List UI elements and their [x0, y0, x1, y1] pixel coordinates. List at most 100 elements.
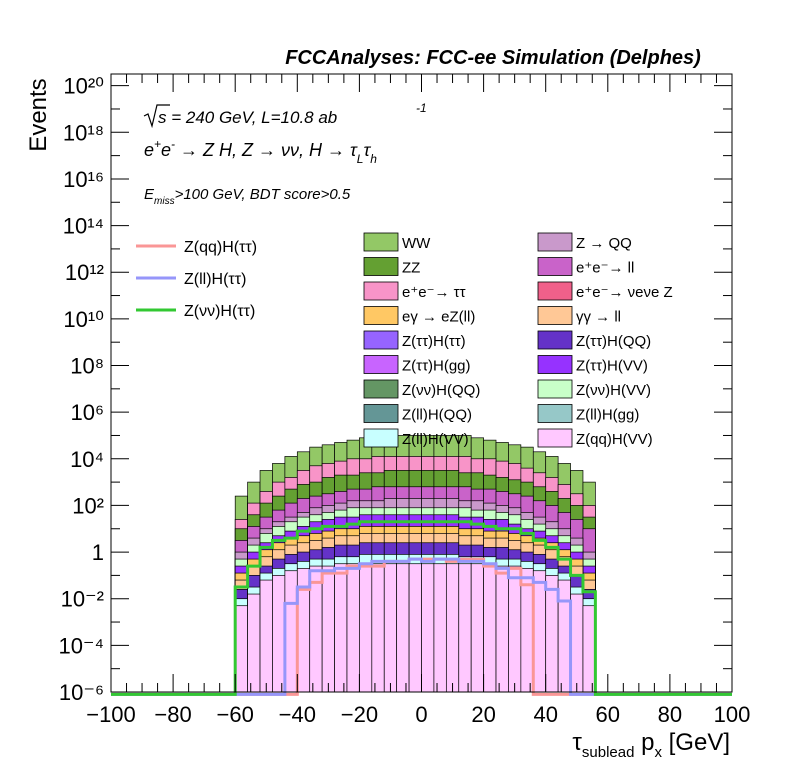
y-tick-label: 10²⁰ [63, 74, 104, 99]
legend-label: e⁺e⁻→ ττ [402, 284, 466, 301]
lumi-exponent: -1 [416, 101, 427, 115]
legend-swatch [537, 355, 573, 374]
bar-z-qq-h-vv--21 [483, 563, 497, 693]
bar-z-qq-h-vv--3 [259, 579, 273, 693]
legend-swatch [363, 379, 399, 399]
legend-label: Z(ττ)H(QQ) [576, 333, 651, 350]
bar-z-qq-h-vv--15 [408, 563, 422, 693]
bar-z-qq-h-vv--8 [321, 565, 335, 693]
y-tick-label: 10¹⁶ [63, 167, 104, 192]
x-tick-label: 40 [533, 702, 557, 727]
legend-label: Z(ll)H(gg) [576, 407, 639, 424]
y-axis-label: Events [25, 78, 52, 151]
bar-z-qq-h-vv--2 [247, 593, 261, 693]
bar-z-qq-h-vv--14 [396, 563, 410, 693]
sqrt-sign [143, 104, 170, 129]
legend-swatch [537, 330, 573, 350]
legend: Z(qq)H(ττ) Z(ll)H(ττ) Z(νν)H(ττ) WW Z → QQ ZZ… [136, 232, 673, 448]
bar-z-qq-h-vv--23 [508, 565, 522, 693]
svg-text:s = 240 GeV, L=10.8 ab: s = 240 GeV, L=10.8 ab [158, 108, 337, 127]
bar-z-qq-h-vv--29 [582, 605, 596, 693]
bar-z-qq-h-vv--19 [458, 563, 472, 693]
signal-line-z-h- [111, 520, 732, 696]
legend-label: Z(νν)H(VV) [576, 382, 651, 399]
x-tick-label: −20 [341, 702, 378, 727]
bar-z-qq-h-vv--13 [383, 563, 398, 693]
legend-swatch [363, 428, 399, 448]
sqrt-radicand: s [158, 108, 167, 127]
y-tick-label: 10⁻⁶ [59, 680, 104, 705]
x-tick-label: 80 [658, 702, 682, 727]
bar-z-qq-h-vv--16 [421, 563, 435, 693]
x-tick-label: −100 [86, 702, 136, 727]
axes: −100 −80 −60 −40 −20 0 20 40 60 80 100 10⁻⁶ 10⁻⁴ 10⁻²… [58, 74, 750, 727]
stack-bars [234, 435, 596, 693]
bar-z-qq-h-vv--9 [334, 563, 348, 693]
legend-label: Z(νν)H(QQ) [402, 382, 480, 399]
y-tick-label: 10¹⁸ [63, 120, 104, 145]
legend-label: Z(ττ)H(ττ) [402, 333, 466, 350]
y-tick-label: 10⁻² [61, 587, 104, 612]
legend-label: eγ → eZ(ll) [402, 309, 475, 326]
y-tick-label: 1 [92, 540, 104, 565]
y-tick-label: 10² [72, 493, 104, 518]
y-tick-label: 10⁶ [70, 400, 104, 425]
legend-label: Z → QQ [576, 235, 632, 252]
bar-z-qq-h-vv--20 [470, 563, 484, 693]
legend-swatch [537, 306, 573, 325]
signal-lines [111, 520, 732, 696]
legend-swatch [537, 257, 573, 276]
x-tick-label: −60 [217, 702, 254, 727]
legend-label-signal: Z(ll)H(ττ) [184, 271, 246, 288]
bar-z-qq-h-vv--11 [359, 563, 373, 693]
x-tick-label: −40 [279, 702, 316, 727]
legend-label: e⁺e⁻→ νeνe Z [576, 284, 673, 301]
legend-swatch [363, 281, 399, 301]
bar-z-qq-h-vv--25 [532, 570, 547, 693]
x-axis-label: τsublead px [GeV] [572, 729, 730, 761]
energy-annotation: s = 240 GeV, L=10.8 ab -1 [143, 101, 427, 129]
legend-swatch [363, 330, 399, 350]
signal-line-z-ll-h- [111, 557, 732, 696]
bar-z-qq-h-vv--27 [557, 579, 571, 693]
legend-swatch [363, 232, 399, 252]
cuts-annotation: Emiss>100 GeV, BDT score>0.5 [144, 186, 351, 207]
legend-label: e⁺e⁻→ ll [576, 260, 634, 277]
legend-swatch [363, 306, 399, 325]
legend-label: Z(qq)H(VV) [576, 431, 653, 448]
legend-swatch [537, 232, 573, 252]
legend-label: Z(ll)H(VV) [402, 431, 469, 448]
bar-z-qq-h-vv--1 [234, 605, 248, 693]
bar-z-qq-h-vv--28 [570, 593, 584, 693]
x-tick-label: −80 [154, 702, 191, 727]
bar-z-qq-h-vv--7 [309, 565, 323, 693]
legend-label-signal: Z(νν)H(ττ) [184, 303, 255, 320]
y-tick-label: 10⁻⁴ [58, 633, 104, 658]
legend-label-signal: Z(qq)H(ττ) [184, 239, 257, 256]
bar-z-qq-h-vv--5 [284, 570, 298, 693]
y-tick-label: 10⁸ [70, 354, 104, 379]
legend-swatch [537, 428, 573, 448]
y-tick-label: 10¹⁰ [63, 307, 104, 332]
legend-swatch [363, 404, 399, 423]
bar-z-qq-h-vv--24 [520, 568, 534, 693]
x-tick-label: 20 [471, 702, 495, 727]
energy-text: = 240 GeV, L=10.8 ab [167, 108, 338, 127]
y-tick-label: 10¹⁴ [63, 214, 104, 239]
process-annotation: e+e- → Z H, Z → νν, H → τLτh [144, 137, 377, 166]
chart-title: FCCAnalyses: FCC-ee Simulation (Delphes) [285, 47, 701, 69]
bar-z-qq-h-vv--4 [272, 575, 286, 693]
bar-z-qq-h-vv--26 [545, 575, 559, 693]
bar-z-qq-h-vv--10 [346, 563, 360, 693]
x-tick-label: 0 [415, 702, 427, 727]
x-tick-label: 60 [596, 702, 620, 727]
legend-label: Z(ll)H(QQ) [402, 407, 472, 424]
y-tick-label: 10⁴ [70, 447, 104, 472]
y-tick-label: 10¹² [65, 260, 104, 285]
bar-z-qq-h-vv--18 [445, 563, 460, 693]
legend-swatch [537, 404, 573, 423]
bar-z-qq-h-vv--12 [371, 563, 385, 693]
legend-label: γγ → ll [576, 309, 621, 326]
x-tick-label: 100 [714, 702, 751, 727]
legend-swatch [363, 355, 399, 374]
